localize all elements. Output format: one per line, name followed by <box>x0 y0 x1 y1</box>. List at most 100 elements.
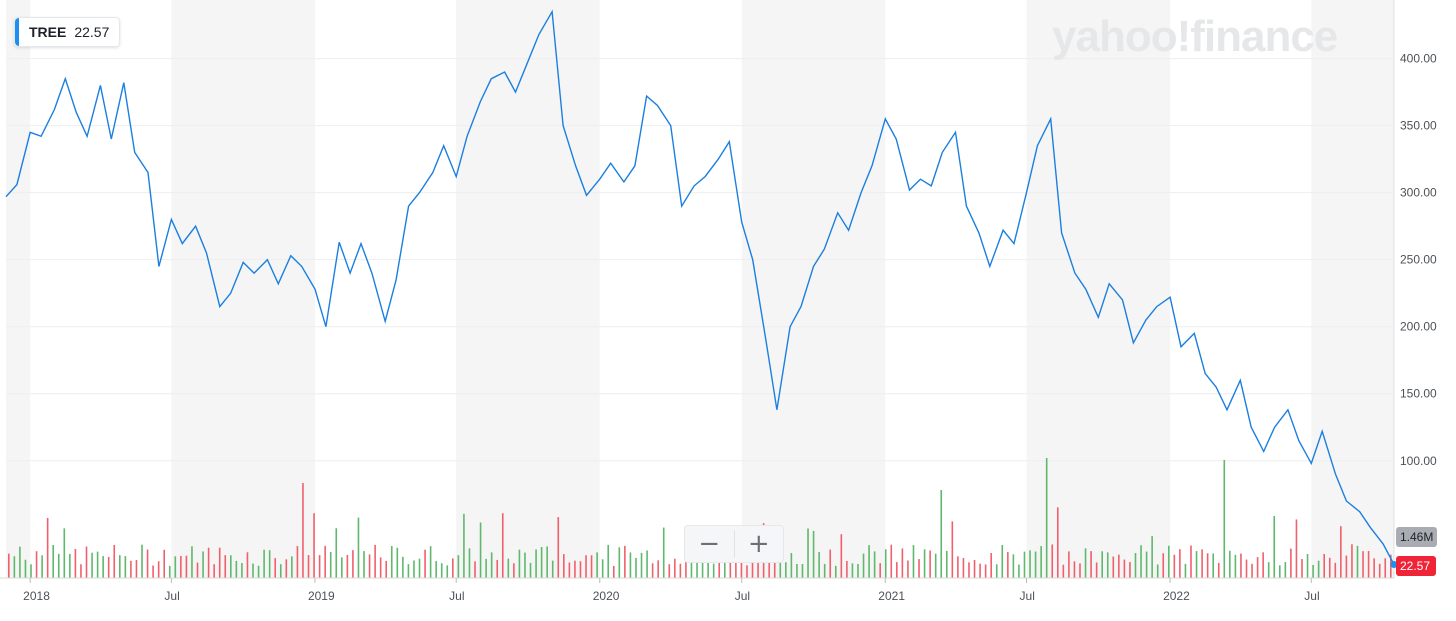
zoom-divider <box>733 530 735 558</box>
volume-bar <box>1162 553 1165 578</box>
volume-bar <box>973 559 976 578</box>
volume-bar <box>901 548 904 578</box>
volume-bar <box>119 555 121 578</box>
volume-bar <box>374 544 376 578</box>
price-line <box>5 9 1395 565</box>
volume-bar <box>1001 545 1004 578</box>
volume-bar <box>291 556 293 578</box>
volume-bar <box>1151 536 1153 578</box>
volume-bar <box>962 558 965 578</box>
volume-bar <box>1201 549 1203 578</box>
volume-bar <box>1384 558 1387 578</box>
volume-bar <box>1129 562 1131 578</box>
volume-bar <box>1079 563 1081 578</box>
volume-bar <box>979 563 981 578</box>
volume-bar <box>102 556 104 578</box>
volume-bar <box>52 544 55 578</box>
volume-bar <box>230 555 232 578</box>
volume-bar <box>468 548 471 578</box>
volume-bar <box>1029 550 1031 578</box>
volume-bar <box>1012 554 1015 578</box>
volume-bar <box>934 553 937 578</box>
volume-bar <box>546 546 548 578</box>
zoom-in-button[interactable]: + <box>735 526 784 562</box>
volume-bar <box>413 560 415 578</box>
volume-bar <box>1073 561 1076 578</box>
volume-bar <box>951 521 954 578</box>
volume-bar <box>818 552 820 578</box>
volume-bar <box>457 555 460 578</box>
volume-bar <box>807 528 809 578</box>
ticker-label: TREE 22.57 <box>14 17 121 47</box>
volume-bar <box>873 551 876 578</box>
volume-bar <box>1229 550 1231 578</box>
volume-bar <box>1390 554 1392 578</box>
volume-bar <box>302 483 304 578</box>
volume-bar <box>474 561 476 578</box>
volume-bar <box>912 545 915 578</box>
x-tick-label: Jul <box>735 589 750 603</box>
volume-bar <box>429 546 432 578</box>
volume-bar <box>69 553 71 578</box>
volume-bar <box>796 563 798 578</box>
volume-bar <box>396 547 399 578</box>
volume-bar <box>196 562 199 578</box>
volume-bar <box>463 513 465 578</box>
ticker-symbol: TREE <box>29 24 67 40</box>
y-tick-label: 200.00 <box>1400 320 1437 334</box>
volume-bar <box>557 517 560 578</box>
volume-bar <box>1334 562 1337 578</box>
volume-bar <box>1167 545 1170 578</box>
volume-bar <box>712 563 715 578</box>
volume-bar <box>995 564 998 578</box>
volume-bar <box>452 558 454 578</box>
volume-bar <box>929 550 931 578</box>
volume-bar <box>207 547 210 578</box>
volume-bar <box>157 561 160 578</box>
volume-bar <box>1340 526 1342 578</box>
volume-bar <box>1317 560 1320 578</box>
volume-bar <box>640 552 643 578</box>
y-tick-label: 250.00 <box>1400 253 1437 267</box>
volume-bar <box>524 552 526 578</box>
volume-bar <box>435 561 437 578</box>
volume-bar <box>1184 563 1187 578</box>
volume-bar <box>1034 551 1037 578</box>
shaded-band <box>456 0 600 578</box>
volume-bar <box>1328 557 1331 578</box>
volume-bar <box>1290 548 1292 578</box>
volume-value-tag: 1.46M <box>1396 527 1437 547</box>
volume-bar <box>612 565 615 578</box>
volume-bar <box>823 563 826 578</box>
volume-bar <box>440 563 443 578</box>
volume-bar <box>490 552 493 578</box>
volume-bar <box>1051 544 1054 578</box>
shaded-band <box>1026 0 1171 578</box>
volume-bar <box>13 556 16 578</box>
volume-bar <box>1112 556 1115 578</box>
shaded-band <box>6 0 31 578</box>
volume-bar <box>624 545 626 578</box>
volume-bar <box>8 553 10 578</box>
volume-bar <box>868 545 870 578</box>
zoom-out-button[interactable]: − <box>685 526 734 562</box>
volume-bar <box>335 528 338 578</box>
volume-bar <box>779 556 782 578</box>
volume-bar <box>1217 562 1220 578</box>
volume-bar <box>274 558 277 578</box>
volume-bar <box>1345 555 1348 578</box>
volume-bar <box>1367 551 1370 578</box>
volume-bar <box>385 560 388 578</box>
y-tick-label: 300.00 <box>1400 186 1437 200</box>
ticker-color-marker <box>15 18 19 46</box>
volume-bar <box>834 565 837 578</box>
volume-bar <box>152 565 154 578</box>
volume-bar <box>407 564 410 578</box>
volume-bar <box>218 547 221 578</box>
volume-bar <box>224 555 227 578</box>
volume-bar <box>379 557 382 578</box>
x-tick-label: 2018 <box>23 589 50 603</box>
volume-bar <box>923 549 926 578</box>
